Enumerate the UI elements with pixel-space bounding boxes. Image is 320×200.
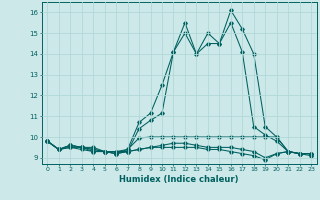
- X-axis label: Humidex (Indice chaleur): Humidex (Indice chaleur): [119, 175, 239, 184]
